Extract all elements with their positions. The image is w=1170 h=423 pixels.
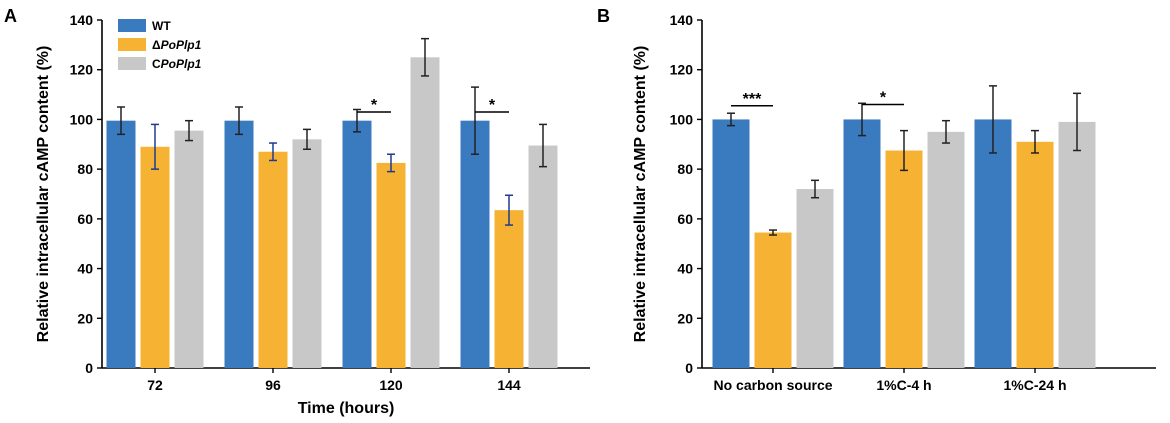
bar xyxy=(410,57,440,369)
y-axis-title: Relative intracellular cAMP content (%) xyxy=(632,46,649,343)
bar xyxy=(754,232,792,368)
y-axis-title: Relative intracellular cAMP content (%) xyxy=(35,46,52,343)
bar xyxy=(712,119,750,368)
panel-label: A xyxy=(4,6,17,26)
legend-swatch xyxy=(118,57,146,70)
bar xyxy=(258,151,288,368)
bar xyxy=(1016,141,1054,368)
panel-b: B 0 20 40 60 80 100 120 140 Relative intracellula… xyxy=(597,6,1156,393)
bar xyxy=(843,119,881,368)
bar xyxy=(292,139,322,368)
legend-swatch xyxy=(118,19,146,32)
legend-label: ΔPoPlp1 xyxy=(152,38,202,52)
x-tick-label: 72 xyxy=(147,377,163,393)
y-tick-label: 120 xyxy=(670,62,694,78)
bar xyxy=(376,162,406,368)
bar xyxy=(885,150,923,368)
y-tick-label: 80 xyxy=(677,161,693,177)
bar xyxy=(106,120,136,369)
panel-label: B xyxy=(597,6,610,26)
x-tick-label: No carbon source xyxy=(713,377,832,393)
y-tick-label: 140 xyxy=(70,12,94,28)
bar xyxy=(974,119,1012,368)
y-tick-label: 140 xyxy=(670,12,694,28)
significance-stars: *** xyxy=(743,91,762,108)
bar xyxy=(224,120,254,369)
x-tick-label: 144 xyxy=(497,377,521,393)
y-tick-label: 20 xyxy=(677,310,693,326)
y-tick-label: 80 xyxy=(77,161,93,177)
x-tick-label: 1%C-4 h xyxy=(876,377,931,393)
significance-stars: * xyxy=(371,97,378,114)
y-tick-label: 0 xyxy=(85,360,93,376)
legend-swatch xyxy=(118,38,146,51)
bar xyxy=(1058,121,1096,369)
y-tick-label: 40 xyxy=(677,261,693,277)
bar xyxy=(174,130,204,368)
bar xyxy=(494,210,524,368)
bar xyxy=(140,146,170,368)
y-tick-label: 100 xyxy=(670,111,694,127)
y-tick-label: 0 xyxy=(685,360,693,376)
significance-stars: * xyxy=(489,97,496,114)
legend-label: WT xyxy=(152,19,171,33)
y-tick-label: 20 xyxy=(77,310,93,326)
y-tick-label: 120 xyxy=(70,62,94,78)
x-tick-label: 120 xyxy=(379,377,403,393)
bar xyxy=(927,131,965,368)
x-tick-label: 96 xyxy=(265,377,281,393)
y-tick-label: 40 xyxy=(77,261,93,277)
y-tick-label: 60 xyxy=(77,211,93,227)
legend-label: CPoPlp1 xyxy=(152,57,202,71)
bar xyxy=(528,145,558,368)
panel-a: A 0 20 40 60 80 100 120 140 Relative intracellula… xyxy=(4,6,590,417)
bar xyxy=(796,189,834,368)
bar xyxy=(460,120,490,369)
y-tick-label: 60 xyxy=(677,211,693,227)
x-tick-label: 1%C-24 h xyxy=(1003,377,1066,393)
significance-stars: * xyxy=(880,90,887,107)
bar xyxy=(342,120,372,369)
y-tick-label: 100 xyxy=(70,111,94,127)
x-axis-title: Time (hours) xyxy=(298,400,395,417)
